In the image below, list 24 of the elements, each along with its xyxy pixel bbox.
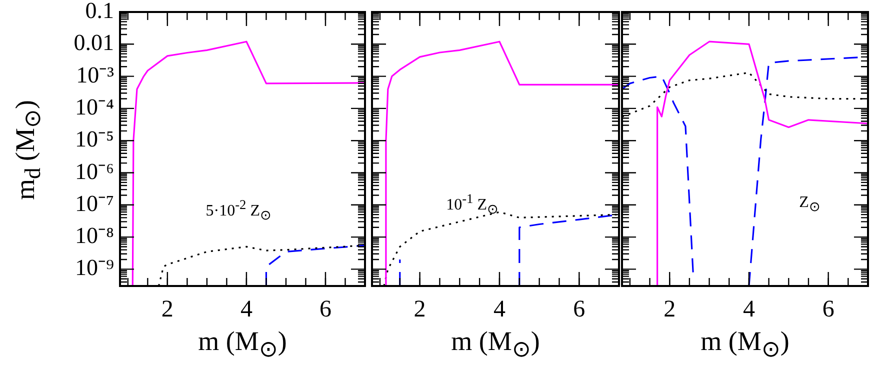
annotation: 10$^{-1}$ Z$_{⊙}$ xyxy=(446,191,498,218)
x-tick-label: 4 xyxy=(742,296,755,323)
x-tick-label: 2 xyxy=(664,296,676,323)
y-tick-label: 10⁻⁶ xyxy=(74,158,114,184)
y-tick-label: 0.01 xyxy=(74,30,114,56)
x-axis-title: m (M$_{⊙}$) xyxy=(197,326,288,362)
y-tick-label: 10⁻⁷ xyxy=(74,190,114,216)
x-tick-label: 4 xyxy=(493,296,506,323)
x-tick-label: 6 xyxy=(573,296,586,323)
y-tick-label: 10⁻⁹ xyxy=(74,255,114,280)
y-tick-label: 10⁻³ xyxy=(76,62,114,88)
x-tick-label: 2 xyxy=(414,296,426,323)
annotation: Z$_{⊙}$ xyxy=(799,194,820,215)
x-tick-label: 4 xyxy=(240,296,252,323)
x-tick-label: 6 xyxy=(822,296,834,323)
x-axis-title: m (M$_{⊙}$) xyxy=(450,326,541,362)
x-tick-label: 6 xyxy=(319,296,332,323)
x-axis-title: m (M$_{⊙}$) xyxy=(700,326,790,362)
y-tick-label: 0.1 xyxy=(85,0,114,24)
y-tick-label: 10⁻⁸ xyxy=(74,223,114,248)
y-tick-label: 10⁻⁴ xyxy=(74,94,114,120)
y-tick-label: 10⁻⁵ xyxy=(74,126,114,152)
x-tick-label: 2 xyxy=(161,296,174,323)
annotation: 5·10$^{-2}$ Z$_{⊙}$ xyxy=(206,196,271,224)
